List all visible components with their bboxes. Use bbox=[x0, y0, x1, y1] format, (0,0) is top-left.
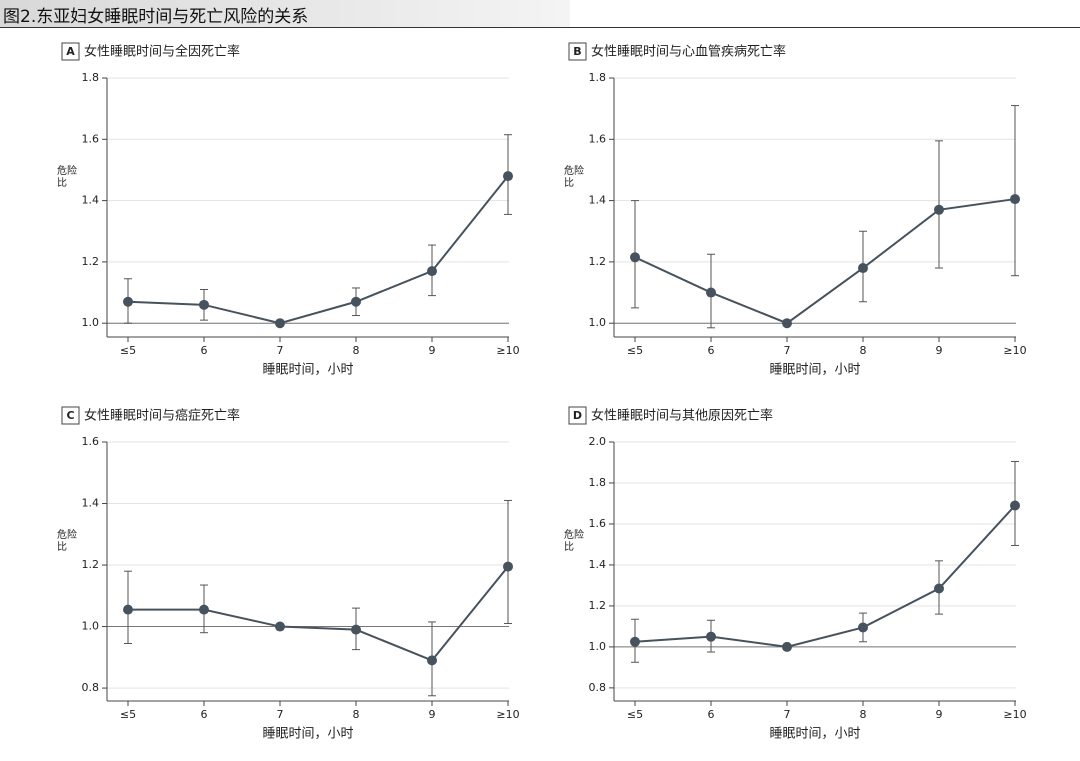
x-tick-label: 6 bbox=[708, 344, 715, 357]
point bbox=[706, 287, 716, 298]
point bbox=[630, 252, 640, 263]
x-tick-label: 7 bbox=[784, 344, 791, 357]
line bbox=[128, 565, 509, 662]
point bbox=[503, 561, 513, 572]
x-tick-label: ≥10 bbox=[496, 344, 519, 357]
point bbox=[427, 655, 437, 666]
line bbox=[127, 175, 509, 325]
point bbox=[934, 583, 944, 594]
y-tick-label: 1.4 bbox=[82, 497, 100, 510]
x-tick-label: ≥10 bbox=[1003, 344, 1026, 357]
x-axis-label: 睡眠时间，小时 bbox=[769, 727, 860, 742]
y-tick-label: 1.0 bbox=[589, 316, 607, 329]
line bbox=[634, 198, 1016, 325]
y-tick-label: 1.4 bbox=[589, 558, 607, 571]
point bbox=[427, 266, 437, 277]
x-axis-label: 睡眠时间，小时 bbox=[262, 363, 353, 378]
y-axis-label: 危险比 bbox=[564, 166, 584, 189]
point bbox=[351, 296, 361, 307]
panel-label-box bbox=[61, 42, 80, 61]
y-tick-label: 1.8 bbox=[589, 71, 607, 84]
x-tick-label: 9 bbox=[936, 708, 943, 721]
point bbox=[782, 318, 792, 329]
point bbox=[351, 624, 361, 635]
y-axis-label: 危险比 bbox=[57, 530, 77, 553]
point bbox=[123, 296, 133, 307]
y-tick-label: 1.4 bbox=[589, 194, 607, 207]
x-tick-label: ≤5 bbox=[627, 708, 643, 721]
x-tick-label: ≥10 bbox=[496, 708, 519, 721]
y-tick-label: 1.4 bbox=[82, 194, 100, 207]
y-tick-label: 1.0 bbox=[82, 316, 100, 329]
panel-label-box bbox=[61, 406, 80, 425]
panel-title: 女性睡眠时间与心血管疾病死亡率 bbox=[591, 44, 786, 60]
y-tick-label: 1.2 bbox=[82, 255, 100, 268]
x-tick-label: 8 bbox=[860, 708, 867, 721]
panel-label: B bbox=[573, 45, 581, 58]
figure-title: 图2.东亚妇女睡眠时间与死亡风险的关系 bbox=[3, 7, 309, 27]
x-tick-label: 9 bbox=[429, 708, 436, 721]
point bbox=[1010, 500, 1020, 511]
panel-label: A bbox=[66, 45, 75, 58]
x-tick-label: ≤5 bbox=[627, 344, 643, 357]
x-axis-label: 睡眠时间，小时 bbox=[262, 727, 353, 742]
panel-label-box bbox=[568, 42, 587, 61]
y-tick-label: 1.6 bbox=[82, 132, 100, 145]
x-tick-label: ≥10 bbox=[1003, 708, 1026, 721]
x-tick-label: 7 bbox=[277, 708, 284, 721]
panel-label: C bbox=[66, 409, 74, 422]
x-tick-label: ≤5 bbox=[120, 708, 136, 721]
panel-title: 女性睡眠时间与癌症死亡率 bbox=[84, 408, 240, 424]
y-tick-label: 1.8 bbox=[589, 476, 607, 489]
point bbox=[1010, 194, 1020, 205]
x-tick-label: 6 bbox=[708, 708, 715, 721]
y-tick-label: 1.2 bbox=[589, 599, 607, 612]
point bbox=[934, 204, 944, 215]
point bbox=[199, 299, 209, 310]
line bbox=[634, 504, 1016, 648]
x-tick-label: 6 bbox=[201, 344, 208, 357]
point bbox=[858, 622, 868, 633]
y-tick-label: 1.6 bbox=[82, 435, 100, 448]
point bbox=[858, 263, 868, 274]
y-tick-label: 1.6 bbox=[589, 517, 607, 530]
x-axis-label: 睡眠时间，小时 bbox=[769, 363, 860, 378]
y-tick-label: 1.6 bbox=[589, 132, 607, 145]
y-tick-label: 1.8 bbox=[82, 71, 100, 84]
y-axis-label: 危险比 bbox=[57, 166, 77, 189]
y-tick-label: 1.2 bbox=[589, 255, 607, 268]
point bbox=[630, 636, 640, 647]
x-tick-label: 9 bbox=[429, 344, 436, 357]
y-axis-label: 危险比 bbox=[564, 530, 584, 553]
point bbox=[275, 621, 285, 632]
point bbox=[782, 641, 792, 652]
y-tick-label: 0.8 bbox=[589, 681, 607, 694]
x-tick-label: 8 bbox=[860, 344, 867, 357]
panel-label: D bbox=[573, 409, 582, 422]
x-tick-label: ≤5 bbox=[120, 344, 136, 357]
point bbox=[123, 604, 133, 615]
x-tick-label: 7 bbox=[277, 344, 284, 357]
y-tick-label: 1.2 bbox=[82, 558, 100, 571]
point bbox=[199, 604, 209, 615]
y-tick-label: 0.8 bbox=[82, 681, 100, 694]
x-tick-label: 9 bbox=[936, 344, 943, 357]
x-tick-label: 8 bbox=[353, 344, 360, 357]
x-tick-label: 7 bbox=[784, 708, 791, 721]
y-tick-label: 1.0 bbox=[589, 640, 607, 653]
header-rule bbox=[0, 27, 1080, 28]
point bbox=[706, 631, 716, 642]
panel-title: 女性睡眠时间与全因死亡率 bbox=[84, 44, 240, 60]
point bbox=[503, 171, 513, 182]
x-tick-label: 6 bbox=[201, 708, 208, 721]
point bbox=[275, 318, 285, 329]
panel-title: 女性睡眠时间与其他原因死亡率 bbox=[591, 408, 773, 424]
y-tick-label: 1.0 bbox=[82, 620, 100, 633]
y-tick-label: 2.0 bbox=[589, 435, 607, 448]
panel-label-box bbox=[568, 406, 587, 425]
header-band bbox=[0, 0, 570, 27]
x-tick-label: 8 bbox=[353, 708, 360, 721]
